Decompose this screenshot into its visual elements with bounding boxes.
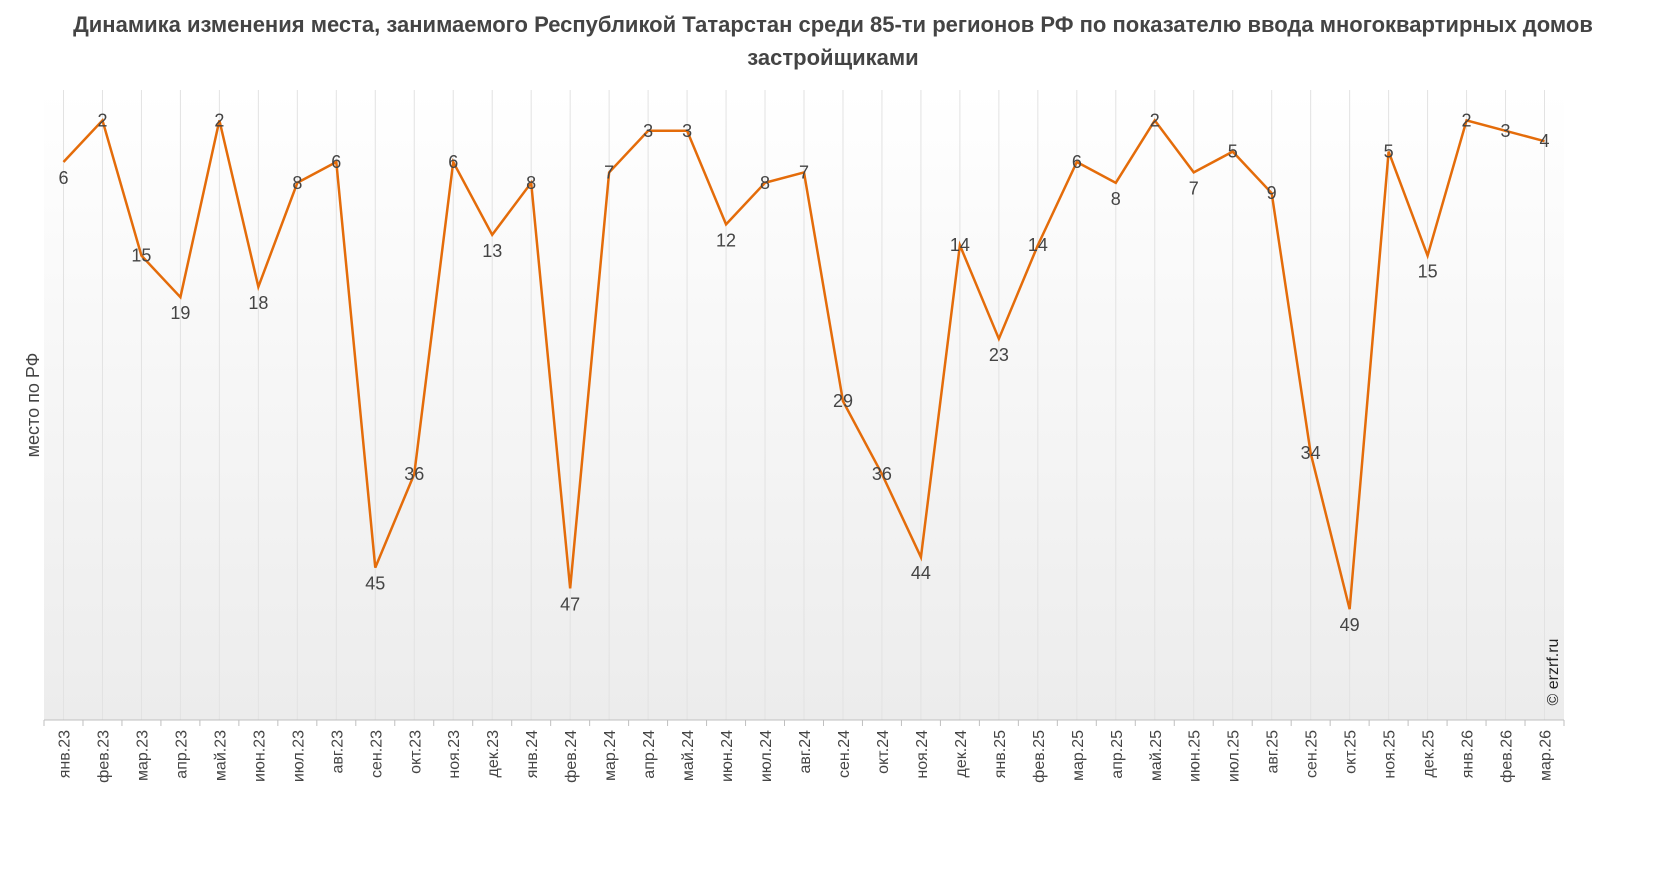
x-tick-label: авг.25	[1265, 730, 1282, 774]
grid-lines	[62, 90, 1546, 720]
x-tick-label: июл.24	[758, 730, 775, 782]
data-label: 3	[1501, 121, 1511, 141]
data-label: 36	[404, 464, 424, 484]
data-label: 2	[97, 110, 107, 130]
x-tick-label: апр.25	[1109, 730, 1126, 779]
series-line	[62, 117, 1545, 610]
x-tick-label: авг.23	[329, 730, 346, 774]
data-label: 7	[1189, 178, 1199, 198]
x-tick-label: ноя.25	[1382, 730, 1399, 779]
x-tick-label: июл.23	[290, 730, 307, 782]
x-axis-tick-labels: янв.23 фев.23 мар.23 апр.23 май.23 июн.23 июл.…	[56, 730, 1554, 783]
data-label: 15	[131, 246, 151, 266]
x-tick-label: окт.23	[407, 730, 424, 774]
x-tick-label: апр.24	[641, 730, 658, 779]
x-axis-ticks	[43, 720, 1565, 726]
data-label: 14	[1028, 235, 1048, 255]
x-tick-label: апр.23	[173, 730, 190, 779]
x-tick-label: дек.24	[953, 730, 970, 778]
data-label: 13	[482, 241, 502, 261]
data-label: 5	[1384, 142, 1394, 162]
x-tick-label: сен.23	[368, 730, 385, 778]
x-tick-label: май.23	[212, 730, 229, 781]
x-tick-label: сен.24	[836, 730, 853, 778]
x-tick-label: мар.24	[602, 730, 619, 781]
data-label: 8	[1111, 189, 1121, 209]
data-label: 8	[292, 173, 302, 193]
chart-title: Динамика изменения места, занимаемого Ре…	[73, 12, 1593, 70]
data-label: 12	[716, 230, 736, 250]
x-tick-label: ноя.24	[914, 730, 931, 779]
data-label: 29	[833, 391, 853, 411]
data-label: 49	[1340, 615, 1360, 635]
x-tick-label: янв.23	[56, 730, 73, 778]
data-label: 2	[1150, 110, 1160, 130]
x-tick-label: фев.24	[563, 730, 580, 783]
x-tick-label: июн.23	[251, 730, 268, 782]
x-tick-label: янв.26	[1460, 730, 1477, 778]
data-label: 6	[448, 152, 458, 172]
x-tick-label: дек.23	[485, 730, 502, 778]
data-label: 6	[331, 152, 341, 172]
data-label: 2	[1462, 110, 1472, 130]
data-label: 15	[1418, 262, 1438, 282]
x-tick-label: мар.26	[1538, 730, 1555, 781]
x-tick-label: июл.25	[1226, 730, 1243, 782]
data-label: 34	[1301, 443, 1321, 463]
data-label: 23	[989, 345, 1009, 365]
data-label: 8	[526, 173, 536, 193]
data-label: 14	[950, 235, 970, 255]
data-label: 18	[248, 293, 268, 313]
x-tick-label: янв.25	[992, 730, 1009, 778]
data-label: 3	[643, 121, 653, 141]
data-label: 19	[170, 303, 190, 323]
x-tick-label: фев.25	[1031, 730, 1048, 783]
data-label: 3	[682, 121, 692, 141]
data-label: 7	[604, 162, 614, 182]
x-tick-label: июн.24	[719, 730, 736, 782]
y-axis-title: место по РФ	[23, 353, 43, 458]
x-tick-label: мар.23	[134, 730, 151, 781]
x-tick-label: ноя.23	[446, 730, 463, 779]
data-label: 47	[560, 594, 580, 614]
data-label: 44	[911, 563, 931, 583]
x-tick-label: фев.23	[95, 730, 112, 783]
x-tick-label: май.24	[680, 730, 697, 781]
x-tick-label: сен.25	[1304, 730, 1321, 778]
credit-text: © erzrf.ru	[1545, 639, 1562, 706]
x-tick-label: май.25	[1148, 730, 1165, 781]
data-label: 45	[365, 574, 385, 594]
data-label: 5	[1228, 142, 1238, 162]
x-tick-label: окт.24	[875, 730, 892, 774]
data-label: 6	[1072, 152, 1082, 172]
x-tick-label: июн.25	[1187, 730, 1204, 782]
data-label: 9	[1267, 183, 1277, 203]
data-label: 36	[872, 464, 892, 484]
x-tick-label: окт.25	[1343, 730, 1360, 774]
x-tick-label: дек.25	[1421, 730, 1438, 778]
data-label: 2	[214, 110, 224, 130]
data-label: 8	[760, 173, 770, 193]
x-tick-label: авг.24	[797, 730, 814, 774]
x-tick-label: мар.25	[1070, 730, 1087, 781]
x-tick-label: янв.24	[524, 730, 541, 778]
data-label: 4	[1540, 131, 1550, 151]
data-label: 6	[58, 168, 68, 188]
data-label: 7	[799, 162, 809, 182]
x-tick-label: фев.26	[1499, 730, 1516, 783]
